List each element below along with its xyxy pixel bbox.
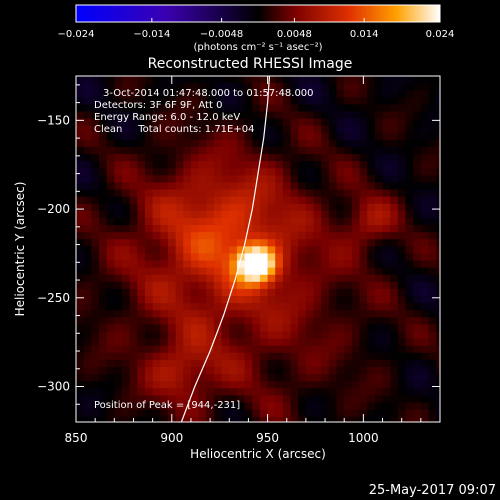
y-tick-label: −300 [37,380,70,394]
solar-limb-curve [180,76,271,422]
x-tick-label: 1000 [348,431,379,445]
y-tick-label: −150 [37,113,70,127]
annotation-time-range: 3-Oct-2014 01:47:48.000 to 01:57:48.000 [103,88,314,99]
x-tick-label: 950 [256,431,279,445]
colorbar-tick-label: −0.014 [133,29,170,40]
colorbar-ticks: −0.024 −0.014 −0.0048 0.0048 0.014 0.024 [57,18,454,40]
y-axis-ticks: −150 −200 −250 −300 [37,84,440,405]
x-axis-label: Heliocentric X (arcsec) [190,447,326,461]
colorbar-tick-label: 0.024 [426,29,455,40]
colorbar-tick-label: −0.024 [57,29,94,40]
colorbar-tick-label: 0.0048 [277,29,312,40]
x-tick-label: 900 [160,431,183,445]
y-tick-label: −200 [37,202,70,216]
heatmap-image [76,76,440,422]
colorbar-tick-label: 0.014 [350,29,379,40]
y-tick-label: −250 [37,291,70,305]
x-axis-ticks: 850 900 950 1000 [65,76,441,445]
y-axis-label: Heliocentric Y (arcsec) [13,182,27,317]
colorbar-tick-label: −0.0048 [200,29,243,40]
plot-frame [75,75,441,423]
colorbar [75,4,441,23]
x-tick-label: 850 [65,431,88,445]
footer-timestamp: 25-May-2017 09:07 [369,483,496,498]
info-annotations: 3-Oct-2014 01:47:48.000 to 01:57:48.000 … [94,88,314,411]
chart-title: Reconstructed RHESSI Image [148,56,353,72]
annotation-energy-range: Energy Range: 6.0 - 12.0 keV [94,112,240,123]
annotation-clean-counts: Clean Total counts: 1.71E+04 [94,124,254,135]
annotation-peak-position: Position of Peak = [944,-231] [94,400,240,411]
annotation-detectors: Detectors: 3F 6F 9F, Att 0 [94,100,222,111]
colorbar-unit-label: (photons cm⁻² s⁻¹ asec⁻²) [193,42,322,53]
